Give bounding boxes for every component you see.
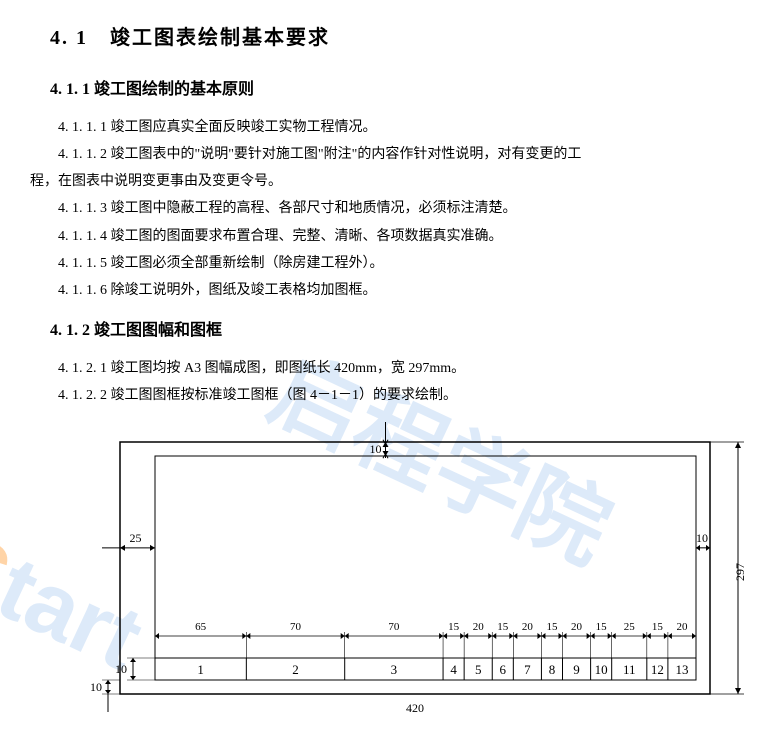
svg-text:20: 20 bbox=[522, 621, 534, 633]
svg-text:15: 15 bbox=[546, 621, 558, 633]
svg-text:11: 11 bbox=[623, 662, 636, 677]
svg-text:65: 65 bbox=[195, 621, 207, 633]
para-4-1-2-1: 4. 1. 2. 1 竣工图均按 A3 图幅成图，即图纸长 420mm，宽 29… bbox=[30, 356, 753, 381]
svg-text:70: 70 bbox=[388, 621, 400, 633]
svg-text:13: 13 bbox=[675, 662, 688, 677]
svg-text:420: 420 bbox=[406, 701, 424, 715]
svg-text:70: 70 bbox=[290, 621, 302, 633]
svg-text:10: 10 bbox=[115, 662, 127, 676]
figure-4-1-1: 1025102971234567891011121365707015201520… bbox=[30, 420, 753, 720]
svg-text:8: 8 bbox=[549, 662, 556, 677]
svg-text:20: 20 bbox=[473, 621, 485, 633]
para-4-1-1-5: 4. 1. 1. 5 竣工图必须全部重新绘制（除房建工程外）。 bbox=[30, 251, 753, 276]
svg-text:297: 297 bbox=[733, 563, 747, 581]
para-4-1-1-2a: 4. 1. 1. 2 竣工图表中的"说明"要针对施工图"附注"的内容作针对性说明… bbox=[30, 142, 753, 167]
svg-text:5: 5 bbox=[475, 662, 482, 677]
svg-text:15: 15 bbox=[497, 621, 509, 633]
document-content: 4. 1 竣工图表绘制基本要求 4. 1. 1 竣工图绘制的基本原则 4. 1.… bbox=[30, 20, 753, 720]
svg-text:10: 10 bbox=[370, 442, 382, 456]
svg-text:12: 12 bbox=[651, 662, 664, 677]
para-4-1-1-2b: 程，在图表中说明变更事由及变更令号。 bbox=[30, 169, 753, 194]
heading-4-1: 4. 1 竣工图表绘制基本要求 bbox=[30, 20, 753, 56]
svg-text:6: 6 bbox=[500, 662, 507, 677]
svg-text:9: 9 bbox=[573, 662, 580, 677]
para-4-1-2-2: 4. 1. 2. 2 竣工图图框按标准竣工图框（图 4－1－1）的要求绘制。 bbox=[30, 383, 753, 408]
svg-text:10: 10 bbox=[696, 531, 708, 545]
heading-4-1-1: 4. 1. 1 竣工图绘制的基本原则 bbox=[50, 76, 753, 105]
svg-text:1: 1 bbox=[197, 662, 204, 677]
para-4-1-1-6: 4. 1. 1. 6 除竣工说明外，图纸及竣工表格均加图框。 bbox=[30, 278, 753, 303]
heading-4-1-2: 4. 1. 2 竣工图图幅和图框 bbox=[50, 317, 753, 346]
svg-text:7: 7 bbox=[524, 662, 531, 677]
svg-text:20: 20 bbox=[676, 621, 688, 633]
svg-text:15: 15 bbox=[652, 621, 664, 633]
svg-text:15: 15 bbox=[448, 621, 460, 633]
svg-text:3: 3 bbox=[391, 662, 398, 677]
svg-text:20: 20 bbox=[571, 621, 583, 633]
svg-text:2: 2 bbox=[292, 662, 299, 677]
svg-text:15: 15 bbox=[596, 621, 608, 633]
para-4-1-1-4: 4. 1. 1. 4 竣工图的图面要求布置合理、完整、清晰、各项数据真实准确。 bbox=[30, 224, 753, 249]
svg-text:10: 10 bbox=[90, 680, 102, 694]
para-4-1-1-3: 4. 1. 1. 3 竣工图中隐蔽工程的高程、各部尺寸和地质情况，必须标注清楚。 bbox=[30, 196, 753, 221]
svg-text:4: 4 bbox=[450, 662, 457, 677]
svg-text:10: 10 bbox=[595, 662, 608, 677]
frame-diagram: 1025102971234567891011121365707015201520… bbox=[80, 420, 770, 720]
para-4-1-1-1: 4. 1. 1. 1 竣工图应真实全面反映竣工实物工程情况。 bbox=[30, 115, 753, 140]
svg-text:25: 25 bbox=[130, 531, 142, 545]
svg-text:25: 25 bbox=[624, 621, 636, 633]
